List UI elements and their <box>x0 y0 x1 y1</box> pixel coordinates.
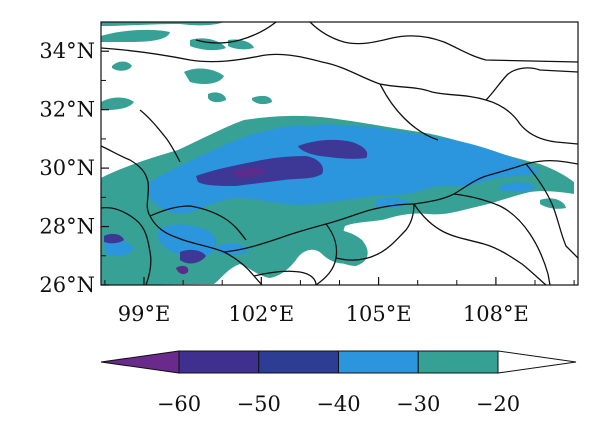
field-purple <box>176 167 266 275</box>
lon-tick-label: 105°E <box>346 302 412 326</box>
lat-tick-label: 28°N <box>39 215 95 239</box>
colorbar-box <box>178 350 260 374</box>
colorbar-label: −30 <box>396 392 440 416</box>
lat-tick-label: 32°N <box>39 98 95 122</box>
colorbar-box <box>258 350 339 374</box>
colorbar-label: −20 <box>476 392 520 416</box>
lon-tick-label: 99°E <box>118 302 171 326</box>
colorbar-extend-high <box>497 350 577 374</box>
colorbar-label: −40 <box>316 392 360 416</box>
latitude-axis: 26°N 28°N 30°N 32°N 34°N <box>39 21 109 297</box>
colorbar-box <box>417 350 499 374</box>
map-panel <box>101 22 578 285</box>
province-borders <box>101 22 578 285</box>
colorbar-label: −60 <box>157 392 201 416</box>
colorbar: −60 −50 −40 −30 −20 <box>100 350 577 416</box>
colorbar-box <box>338 350 419 374</box>
longitude-axis: 99°E 102°E 105°E 108°E <box>104 277 575 326</box>
lon-tick-label: 108°E <box>463 302 529 326</box>
lat-tick-label: 26°N <box>39 273 95 297</box>
colorbar-extend-low <box>100 350 180 374</box>
lat-tick-label: 30°N <box>39 156 95 180</box>
colorbar-label: −50 <box>237 392 281 416</box>
lon-tick-label: 102°E <box>228 302 294 326</box>
lat-tick-label: 34°N <box>39 39 95 63</box>
